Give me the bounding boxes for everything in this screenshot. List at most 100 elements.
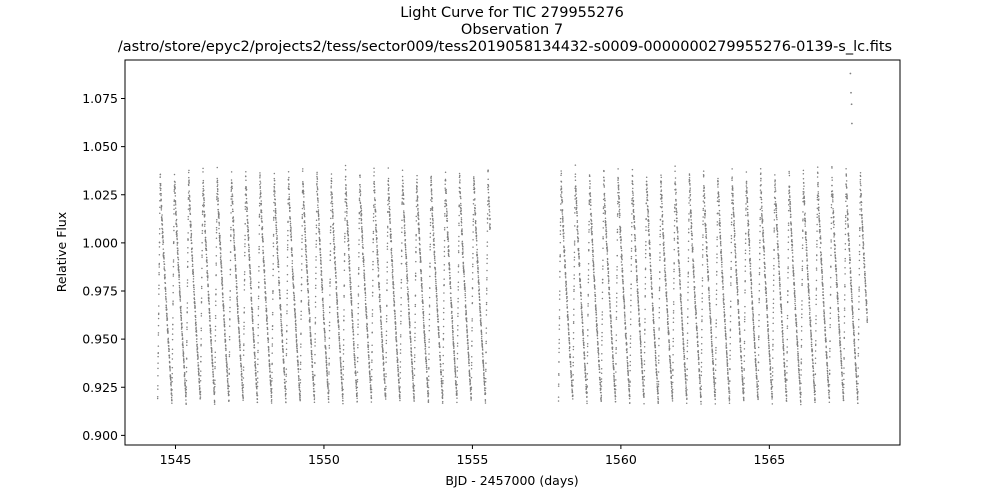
flux-point	[233, 246, 236, 249]
flux-point	[395, 333, 398, 335]
flux-point	[406, 274, 408, 277]
flux-point	[168, 354, 171, 356]
flux-point	[166, 318, 169, 320]
flux-point	[468, 354, 470, 357]
flux-point	[448, 267, 451, 270]
flux-point	[400, 297, 402, 299]
flux-point	[215, 221, 218, 223]
flux-point	[196, 347, 199, 349]
flux-point	[296, 355, 299, 358]
flux-point	[171, 333, 174, 335]
flux-point	[186, 279, 189, 281]
flux-point	[459, 179, 461, 181]
flux-point	[215, 229, 218, 231]
flux-point	[219, 256, 222, 259]
flux-point	[316, 194, 319, 196]
flux-point	[442, 362, 444, 365]
flux-point	[339, 361, 342, 363]
flux-point	[171, 388, 173, 391]
flux-point	[268, 355, 270, 357]
flux-point	[284, 395, 287, 397]
flux-point	[305, 256, 308, 258]
flux-point	[337, 315, 339, 318]
flux-point	[425, 359, 428, 362]
flux-point	[281, 332, 283, 334]
flux-point	[425, 353, 427, 355]
flux-point	[297, 359, 299, 361]
flux-point	[264, 281, 266, 284]
flux-point	[325, 357, 328, 360]
flux-point	[480, 315, 482, 317]
flux-point	[345, 210, 348, 213]
flux-point	[232, 219, 235, 221]
flux-point	[214, 334, 217, 337]
flux-point	[173, 188, 176, 191]
flux-point	[235, 282, 238, 285]
flux-point	[171, 338, 174, 341]
flux-point	[402, 182, 404, 185]
flux-point	[230, 190, 232, 192]
flux-point	[248, 256, 251, 259]
flux-point	[458, 224, 460, 227]
flux-point	[272, 268, 275, 271]
flux-point	[485, 314, 488, 316]
flux-point	[191, 260, 194, 262]
flux-point	[200, 315, 203, 317]
flux-point	[371, 315, 374, 317]
flux-point	[385, 334, 388, 337]
flux-point	[390, 247, 393, 250]
flux-point	[444, 212, 446, 215]
flux-point	[242, 386, 245, 388]
flux-point	[359, 202, 362, 205]
flux-point	[367, 341, 369, 344]
flux-point	[229, 239, 232, 242]
flux-point	[399, 391, 401, 393]
flux-point	[374, 211, 377, 213]
flux-point	[174, 202, 177, 204]
flux-point	[462, 252, 464, 255]
flux-point	[170, 393, 173, 395]
flux-point	[257, 363, 259, 366]
flux-point	[484, 400, 487, 402]
flux-point	[472, 218, 475, 220]
flux-point	[369, 385, 372, 387]
flux-point	[188, 179, 190, 181]
flux-point	[263, 261, 265, 264]
flux-point	[386, 261, 389, 264]
flux-point	[224, 332, 226, 335]
flux-point	[394, 311, 396, 313]
flux-point	[439, 346, 441, 348]
flux-point	[249, 269, 251, 272]
flux-point	[234, 254, 236, 256]
flux-point	[485, 332, 488, 334]
flux-point	[354, 366, 357, 369]
flux-point	[367, 335, 369, 337]
flux-point	[391, 263, 393, 265]
flux-point	[379, 296, 381, 299]
flux-point	[362, 253, 364, 255]
flux-point	[158, 266, 160, 268]
flux-point	[442, 332, 445, 335]
flux-point	[461, 228, 463, 230]
flux-point	[220, 273, 223, 276]
flux-point	[301, 238, 303, 240]
flux-point	[299, 399, 301, 402]
flux-point	[391, 266, 394, 268]
flux-point	[394, 315, 396, 317]
flux-point	[453, 350, 455, 353]
flux-point	[406, 261, 408, 264]
flux-point	[254, 365, 257, 368]
flux-point	[377, 254, 379, 256]
flux-point	[265, 310, 268, 313]
flux-point	[315, 219, 318, 221]
flux-point	[419, 257, 422, 259]
flux-point	[338, 325, 340, 328]
flux-point	[223, 314, 225, 316]
flux-point	[357, 272, 360, 274]
flux-point	[172, 275, 175, 277]
flux-point	[229, 310, 231, 313]
flux-point	[252, 328, 254, 330]
flux-point	[242, 397, 244, 399]
flux-point	[300, 346, 302, 348]
flux-point	[261, 221, 263, 223]
